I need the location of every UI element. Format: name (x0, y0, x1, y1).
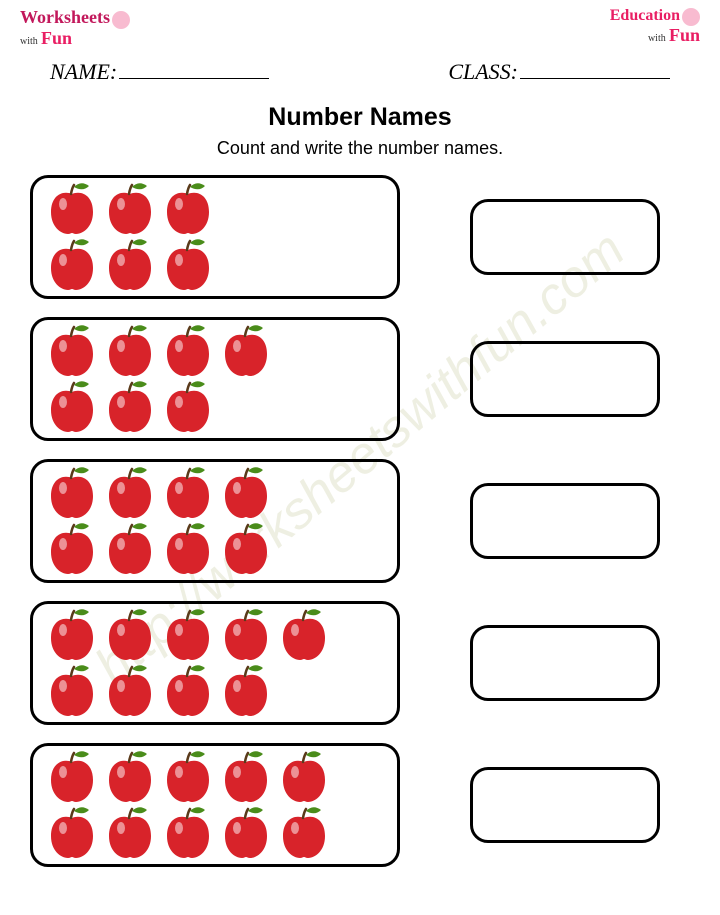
apple-icon (163, 238, 213, 292)
apple-row-top (47, 182, 383, 236)
apple-row-top (47, 750, 383, 804)
apple-box (30, 459, 400, 583)
worksheet-row (30, 175, 690, 299)
name-field: NAME: (50, 59, 269, 85)
apple-icon (221, 324, 271, 378)
apple-box (30, 601, 400, 725)
apple-icon (163, 380, 213, 434)
class-field: CLASS: (448, 59, 670, 85)
class-input-line[interactable] (520, 78, 670, 79)
face-icon (682, 8, 700, 26)
apple-icon (105, 664, 155, 718)
apple-icon (105, 238, 155, 292)
answer-box[interactable] (470, 199, 660, 275)
logo-right-word1: Education (610, 7, 680, 24)
answer-box[interactable] (470, 767, 660, 843)
apple-icon (279, 806, 329, 860)
apple-row-bottom (47, 806, 383, 860)
apple-icon (47, 750, 97, 804)
face-icon (112, 11, 130, 29)
name-label: NAME: (50, 59, 117, 85)
apple-icon (47, 466, 97, 520)
worksheet-row (30, 317, 690, 441)
answer-box[interactable] (470, 341, 660, 417)
apple-box (30, 317, 400, 441)
apple-icon (47, 608, 97, 662)
apple-row-bottom (47, 664, 383, 718)
apple-box (30, 175, 400, 299)
apple-icon (105, 750, 155, 804)
apple-icon (105, 608, 155, 662)
apple-icon (221, 522, 271, 576)
apple-icon (163, 806, 213, 860)
apple-icon (47, 806, 97, 860)
apple-icon (105, 324, 155, 378)
apple-icon (221, 664, 271, 718)
apple-icon (105, 466, 155, 520)
field-row: NAME: CLASS: (0, 47, 720, 95)
apple-icon (47, 324, 97, 378)
apple-icon (163, 608, 213, 662)
apple-icon (221, 806, 271, 860)
logo-right-word2: with (648, 33, 666, 44)
worksheet-rows (0, 175, 720, 867)
apple-icon (163, 182, 213, 236)
apple-icon (279, 608, 329, 662)
apple-icon (221, 750, 271, 804)
logo-left-word2: with (20, 36, 38, 47)
header-logos: Worksheets with Fun Education with Fun (0, 0, 720, 47)
apple-icon (47, 182, 97, 236)
worksheet-row (30, 743, 690, 867)
apple-icon (47, 522, 97, 576)
apple-icon (163, 466, 213, 520)
apple-icon (279, 750, 329, 804)
apple-icon (47, 380, 97, 434)
worksheet-row (30, 601, 690, 725)
page-subtitle: Count and write the number names. (0, 138, 720, 159)
apple-row-top (47, 324, 383, 378)
answer-box[interactable] (470, 625, 660, 701)
logo-left: Worksheets with Fun (20, 8, 130, 47)
apple-icon (163, 522, 213, 576)
apple-icon (105, 806, 155, 860)
apple-icon (47, 238, 97, 292)
apple-icon (221, 608, 271, 662)
logo-left-word1: Worksheets (20, 7, 110, 27)
apple-row-top (47, 466, 383, 520)
page-title: Number Names (0, 103, 720, 132)
apple-icon (105, 522, 155, 576)
apple-row-bottom (47, 380, 383, 434)
apple-icon (163, 664, 213, 718)
logo-left-word3: Fun (41, 28, 72, 48)
apple-icon (163, 750, 213, 804)
logo-right: Education with Fun (610, 8, 700, 47)
apple-row-bottom (47, 238, 383, 292)
apple-icon (105, 182, 155, 236)
name-input-line[interactable] (119, 78, 269, 79)
apple-box (30, 743, 400, 867)
apple-icon (221, 466, 271, 520)
apple-row-top (47, 608, 383, 662)
apple-icon (47, 664, 97, 718)
class-label: CLASS: (448, 59, 518, 85)
apple-row-bottom (47, 522, 383, 576)
answer-box[interactable] (470, 483, 660, 559)
apple-icon (163, 324, 213, 378)
worksheet-row (30, 459, 690, 583)
logo-right-word3: Fun (669, 25, 700, 45)
apple-icon (105, 380, 155, 434)
